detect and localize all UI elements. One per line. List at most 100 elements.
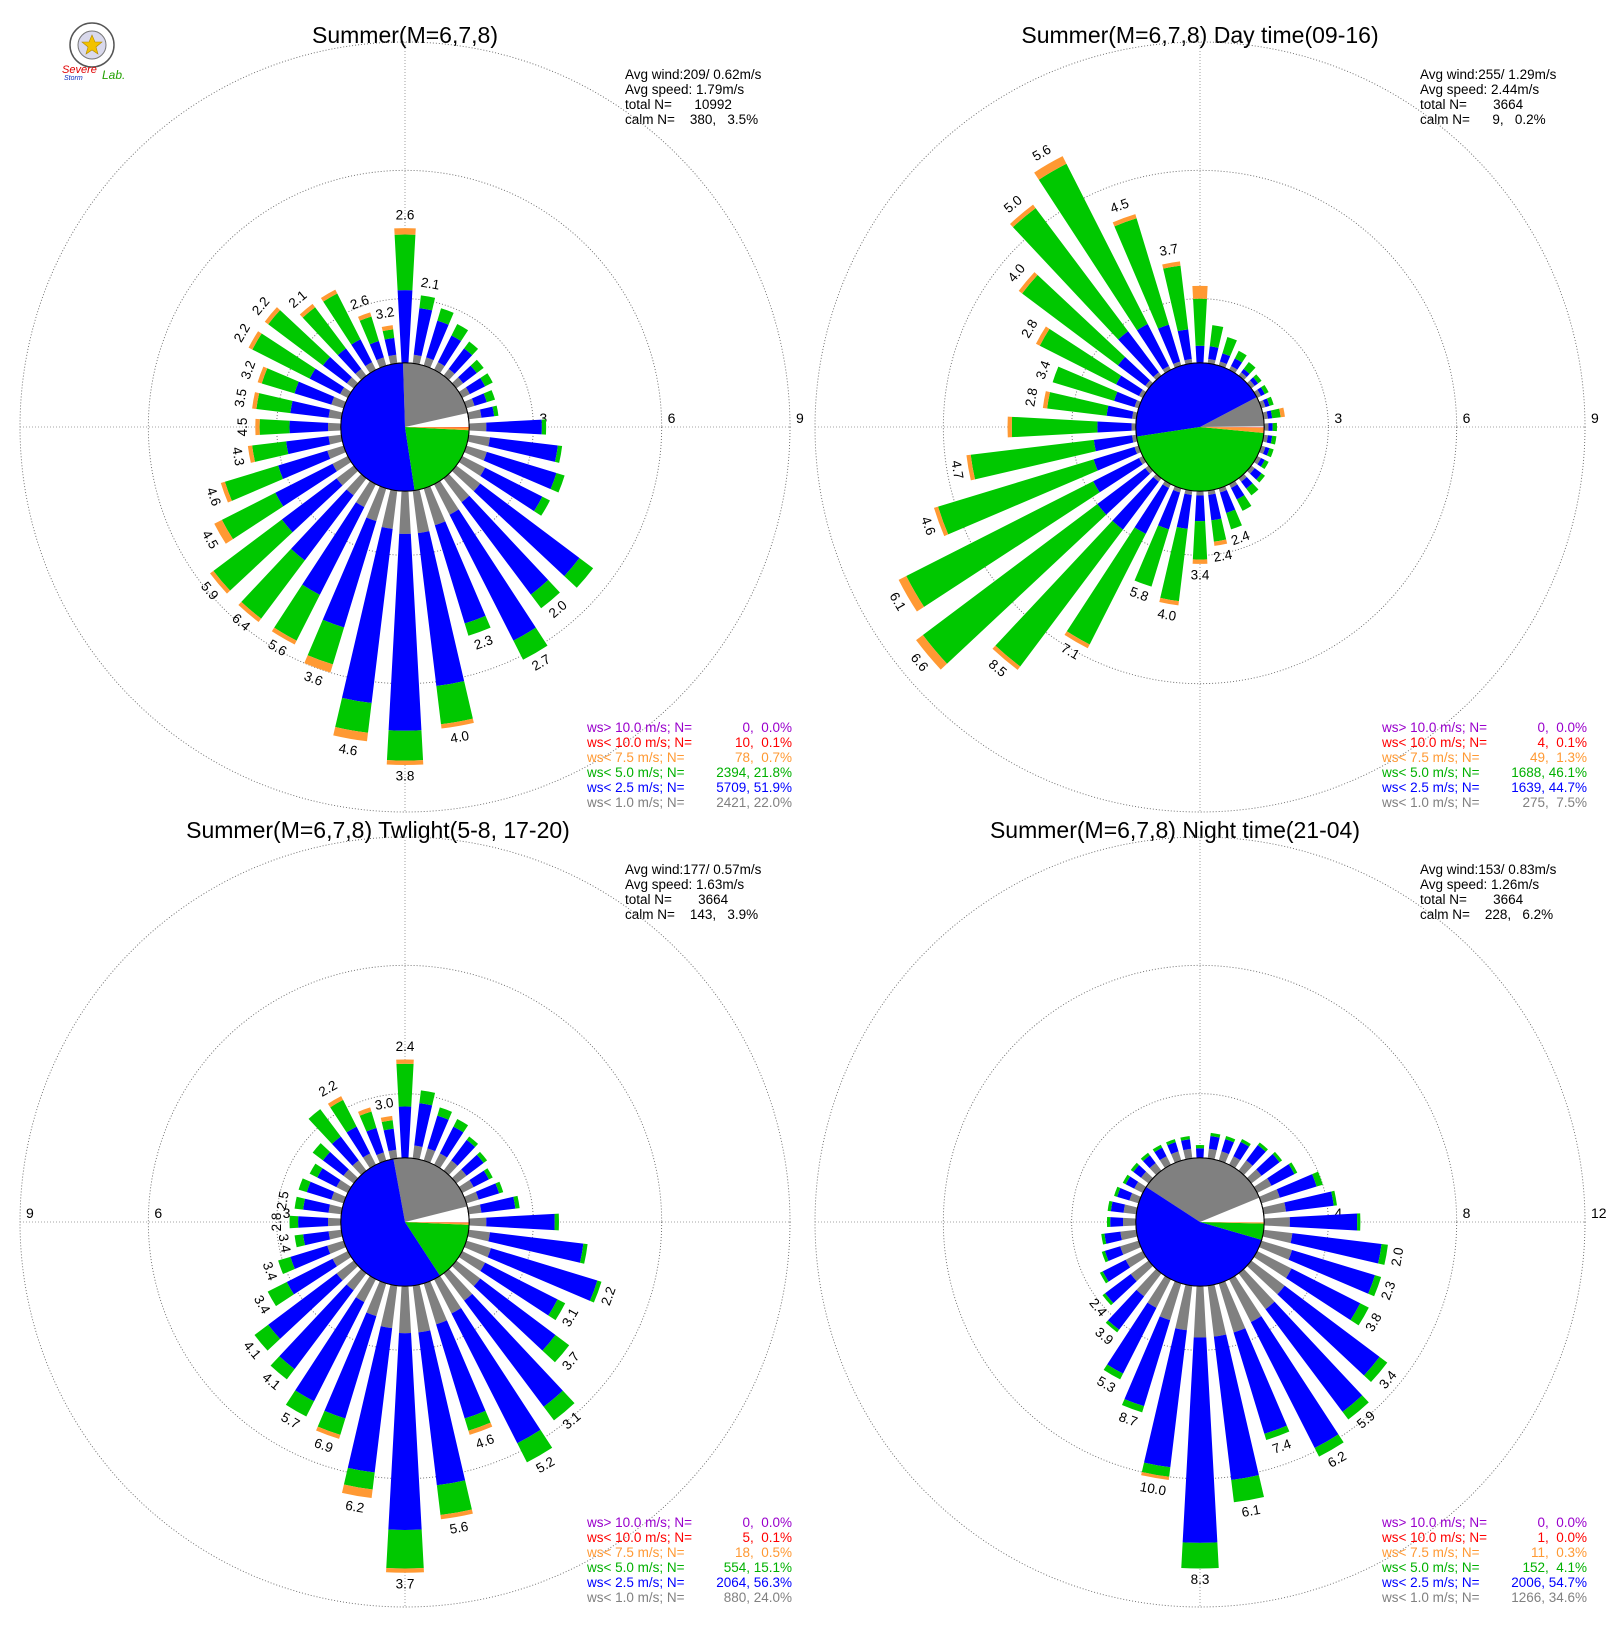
segment-lt7-5	[1034, 156, 1067, 180]
segment-lt2-5	[1266, 435, 1273, 444]
bar-label: 5.6	[1030, 142, 1054, 164]
segment-lt2-5	[322, 1151, 349, 1176]
segment-lt1	[1129, 1193, 1141, 1204]
legend-lt10-count: 1, 0.0%	[1537, 1530, 1587, 1545]
segment-lt7-5	[966, 454, 976, 481]
legend-lt1: ws< 1.0 m/s; N=	[586, 795, 685, 810]
legend-lt5: ws< 5.0 m/s; N=	[1381, 1560, 1480, 1575]
legend-lt10-count: 4, 0.1%	[1537, 735, 1587, 750]
segment-lt1	[1162, 365, 1171, 374]
segment-lt7-5	[386, 760, 424, 765]
segment-lt2-5	[1233, 1141, 1250, 1161]
stat-total-n: total N= 3664	[1420, 97, 1524, 112]
segment-lt2-5	[1093, 446, 1138, 471]
segment-lt5	[1231, 1475, 1264, 1503]
segment-lt5	[1141, 1462, 1171, 1477]
legend-lt1-count: 275, 7.5%	[1522, 795, 1587, 810]
legend-lt1: ws< 1.0 m/s; N=	[586, 1590, 685, 1605]
segment-lt5	[483, 1168, 493, 1180]
segment-lt5	[359, 1111, 377, 1132]
legend-lt7-5: ws< 7.5 m/s; N=	[1381, 1545, 1480, 1560]
bar-label: 6.1	[887, 590, 909, 614]
segment-lt5	[1140, 1152, 1150, 1162]
segment-lt1	[1159, 1156, 1171, 1169]
segment-lt1	[340, 387, 352, 398]
legend: ws> 10.0 m/s; N= 0, 0.0% ws< 10.0 m/s; N…	[586, 1515, 792, 1605]
segment-lt2-5	[1208, 346, 1219, 361]
segment-lt5	[1222, 336, 1237, 357]
segment-lt1	[398, 1286, 412, 1334]
segment-lt2-5	[1257, 387, 1265, 397]
segment-lt5	[1114, 1186, 1121, 1197]
segment-lt1	[355, 1275, 376, 1303]
segment-lt2-5	[486, 1213, 555, 1231]
segment-lt2-5	[1257, 457, 1265, 467]
segment-lt5	[1209, 325, 1224, 348]
segment-lt5	[317, 1410, 346, 1435]
legend-lt10: ws< 10.0 m/s; N=	[1381, 1530, 1487, 1545]
segment-lt2-5	[1249, 377, 1259, 386]
segment-lt2-5	[1114, 391, 1138, 408]
bar-label: 4.5	[1108, 196, 1131, 217]
segment-lt2-5	[437, 335, 462, 367]
segment-lt2-5	[1267, 1164, 1295, 1186]
logo-suffix-text: Lab.	[102, 68, 125, 82]
bar-label: 2.1	[286, 287, 310, 311]
segment-lt7-5	[304, 655, 333, 673]
segment-lt5	[1152, 1144, 1163, 1153]
segment-lt2-5	[1107, 1302, 1157, 1374]
segment-lt7-5	[1213, 539, 1228, 546]
segment-lt2-5	[1104, 1246, 1124, 1262]
segment-lt5	[922, 504, 1107, 664]
segment-lt2-5	[483, 451, 557, 490]
legend-lt2-5-count: 5709, 51.9%	[716, 780, 792, 795]
segment-lt5	[1130, 1162, 1140, 1172]
bar-label: 2.7	[529, 651, 553, 673]
segment-lt5	[1253, 374, 1262, 384]
segment-lt2-5	[448, 348, 473, 374]
segment-lt5	[464, 615, 491, 636]
segment-lt5	[1180, 1136, 1190, 1141]
segment-lt2-5	[1266, 410, 1273, 419]
segment-lt2-5	[281, 478, 343, 533]
segment-lt5	[436, 681, 473, 725]
segment-lt5	[517, 1429, 553, 1463]
segment-lt1	[1229, 480, 1238, 489]
segment-lt5	[1181, 1542, 1219, 1569]
bar-label: 3.7	[396, 1576, 415, 1591]
segment-lt7-5	[1279, 407, 1285, 418]
bar-label: 8.7	[1117, 1409, 1140, 1430]
segment-lt1	[346, 1268, 367, 1291]
segment-lt2-5	[1106, 405, 1134, 419]
segment-lt2-5	[1262, 398, 1270, 408]
segment-lt5	[1314, 1434, 1344, 1457]
segment-lt1	[1153, 372, 1162, 381]
segment-lt1	[1136, 1268, 1162, 1297]
bar-label: 2.2	[231, 321, 253, 345]
segment-lt7-5	[386, 1567, 424, 1573]
segment-lt1	[328, 434, 343, 445]
legend-lt10-count: 10, 0.1%	[735, 735, 792, 750]
segment-lt7-5	[898, 576, 925, 612]
segment-lt1	[412, 354, 422, 365]
segment-lt5	[1012, 208, 1129, 340]
severe-storm-lab-logo: Severe Storm Lab.	[62, 22, 125, 82]
segment-lt5	[1011, 416, 1098, 438]
segment-lt7-5	[1035, 326, 1050, 346]
segment-lt1	[328, 1229, 343, 1240]
segment-lt1	[1138, 389, 1147, 398]
pie-slice-lt1	[1146, 1157, 1260, 1222]
segment-lt5	[1114, 218, 1169, 329]
segment-lt1	[1207, 1284, 1227, 1337]
ring-label: 4	[1334, 1205, 1342, 1221]
pie-slice-lt2-5	[1135, 362, 1257, 437]
segment-lt5	[1160, 526, 1188, 602]
segment-lt1	[336, 465, 359, 486]
segment-lt1	[1253, 1251, 1292, 1279]
segment-lt5	[1368, 1275, 1382, 1297]
segment-lt1	[467, 409, 482, 420]
segment-lt5	[221, 492, 284, 540]
rose-plot: 3 6 92.02.72.34.03.84.63.65.66.45.94.54.64…	[19, 41, 804, 813]
segment-lt2-5	[1125, 1176, 1139, 1189]
segment-lt2-5	[1158, 489, 1181, 530]
